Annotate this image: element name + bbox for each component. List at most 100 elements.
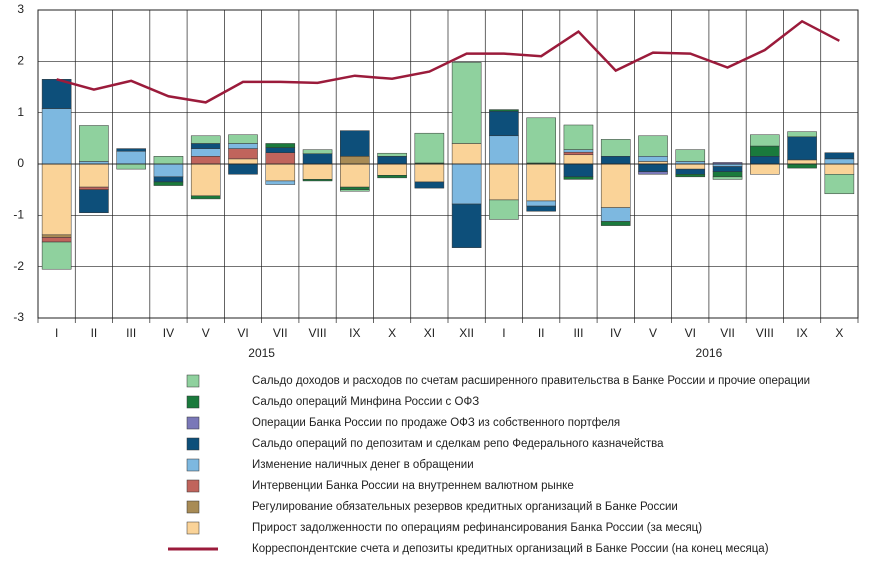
bar-segment — [712, 166, 743, 172]
bar-segment — [489, 163, 519, 201]
bar-segment — [302, 149, 333, 154]
legend-swatch — [186, 500, 200, 514]
bar-segment — [824, 174, 855, 195]
bar-segment — [750, 156, 780, 165]
bar-segment — [265, 147, 296, 153]
bar-segment — [79, 163, 109, 188]
bar-segment — [414, 132, 445, 164]
bar-segment — [79, 125, 109, 162]
y-tick-label: 2 — [17, 54, 24, 68]
year-label: 2016 — [696, 346, 723, 360]
bar-segment — [302, 163, 333, 180]
bar-segment — [638, 171, 668, 175]
legend-label: Операции Банка России по продаже ОФЗ из … — [252, 417, 620, 429]
bar-segment — [41, 163, 72, 236]
bar-segment — [787, 159, 817, 165]
bar-segment — [750, 163, 780, 175]
x-tick-label: VII — [720, 326, 735, 340]
bar-segment — [451, 143, 482, 165]
bar-segment — [526, 117, 556, 164]
x-tick-label: XI — [424, 326, 435, 340]
year-label: 2015 — [248, 346, 275, 360]
x-tick-label: I — [55, 326, 58, 340]
legend-swatch — [186, 479, 200, 493]
bar-segment — [563, 149, 594, 153]
bar-segment — [526, 163, 556, 202]
bar-segment — [79, 186, 109, 190]
bar-segment — [675, 168, 706, 175]
bar-segment — [414, 181, 445, 189]
x-tick-label: VII — [273, 326, 288, 340]
legend-label: Корреспондентские счета и депозиты креди… — [252, 543, 769, 555]
bar-segment — [265, 152, 296, 165]
bar-segment — [712, 176, 743, 180]
legend-label: Регулирование обязательных резервов кред… — [252, 501, 678, 513]
x-tick-label: II — [91, 326, 98, 340]
bar-segment — [190, 135, 221, 144]
y-tick-label: 3 — [17, 2, 24, 16]
bar-segment — [190, 156, 221, 165]
x-tick-label: VIII — [756, 326, 774, 340]
x-tick-label: XII — [459, 326, 474, 340]
bar-segment — [787, 136, 817, 161]
bar-segment — [787, 131, 817, 138]
bar-segment — [563, 154, 594, 165]
x-tick-label: VIII — [309, 326, 327, 340]
x-tick-label: II — [538, 326, 545, 340]
bar-segment — [340, 186, 370, 190]
bar-segment — [489, 199, 519, 220]
bar-segment — [489, 110, 519, 137]
legend-swatch — [186, 374, 200, 388]
x-tick-label: IX — [349, 326, 360, 340]
bar-segment — [41, 237, 72, 243]
bar-segment — [41, 108, 72, 165]
bar-segment — [600, 139, 631, 157]
bar-segment — [190, 163, 221, 197]
bar-segment — [190, 195, 221, 200]
bar-segment — [228, 134, 258, 144]
bar-segment — [750, 134, 780, 147]
bar-segment — [563, 124, 594, 150]
bar-segment — [600, 163, 631, 208]
bar-segment — [41, 234, 72, 238]
bar-segment — [340, 156, 370, 165]
bar-segment — [153, 163, 184, 178]
x-tick-label: IV — [163, 326, 174, 340]
bar-segment — [302, 179, 333, 182]
bar-segment — [638, 156, 668, 162]
bar-segment — [340, 130, 370, 157]
bar-segment — [638, 163, 668, 172]
x-tick-label: VI — [237, 326, 248, 340]
bar-segment — [787, 163, 817, 169]
bar-segment — [824, 158, 855, 165]
bar-segment — [600, 156, 631, 165]
bar-segment — [190, 143, 221, 149]
y-tick-label: -1 — [13, 208, 24, 222]
x-tick-label: IV — [610, 326, 621, 340]
legend-label: Сальдо операций по депозитам и сделкам р… — [252, 438, 664, 450]
bar-segment — [451, 62, 482, 144]
x-tick-label: V — [202, 326, 210, 340]
bar-segment — [451, 203, 482, 248]
y-tick-label: -2 — [13, 259, 24, 273]
bar-segment — [750, 145, 780, 157]
legend-label: Сальдо операций Минфина России с ОФЗ — [252, 396, 479, 408]
legend-swatch — [186, 521, 200, 535]
bar-segment — [377, 175, 407, 179]
x-tick-label: X — [388, 326, 396, 340]
bar-segment — [116, 163, 146, 170]
bar-segment — [116, 148, 146, 152]
bar-segment — [153, 176, 184, 183]
bar-segment — [340, 163, 370, 188]
bar-segment — [526, 200, 556, 207]
bar-segment — [563, 176, 594, 180]
bar-segment — [600, 207, 631, 222]
line-series — [56, 19, 840, 104]
bar-segment — [414, 163, 445, 183]
x-tick-label: X — [835, 326, 843, 340]
legend-label: Интервенции Банка России на внутреннем в… — [252, 480, 574, 492]
bar-segment — [563, 151, 594, 156]
bar-segment — [302, 153, 333, 165]
x-tick-label: I — [502, 326, 505, 340]
bar-segment — [489, 135, 519, 165]
